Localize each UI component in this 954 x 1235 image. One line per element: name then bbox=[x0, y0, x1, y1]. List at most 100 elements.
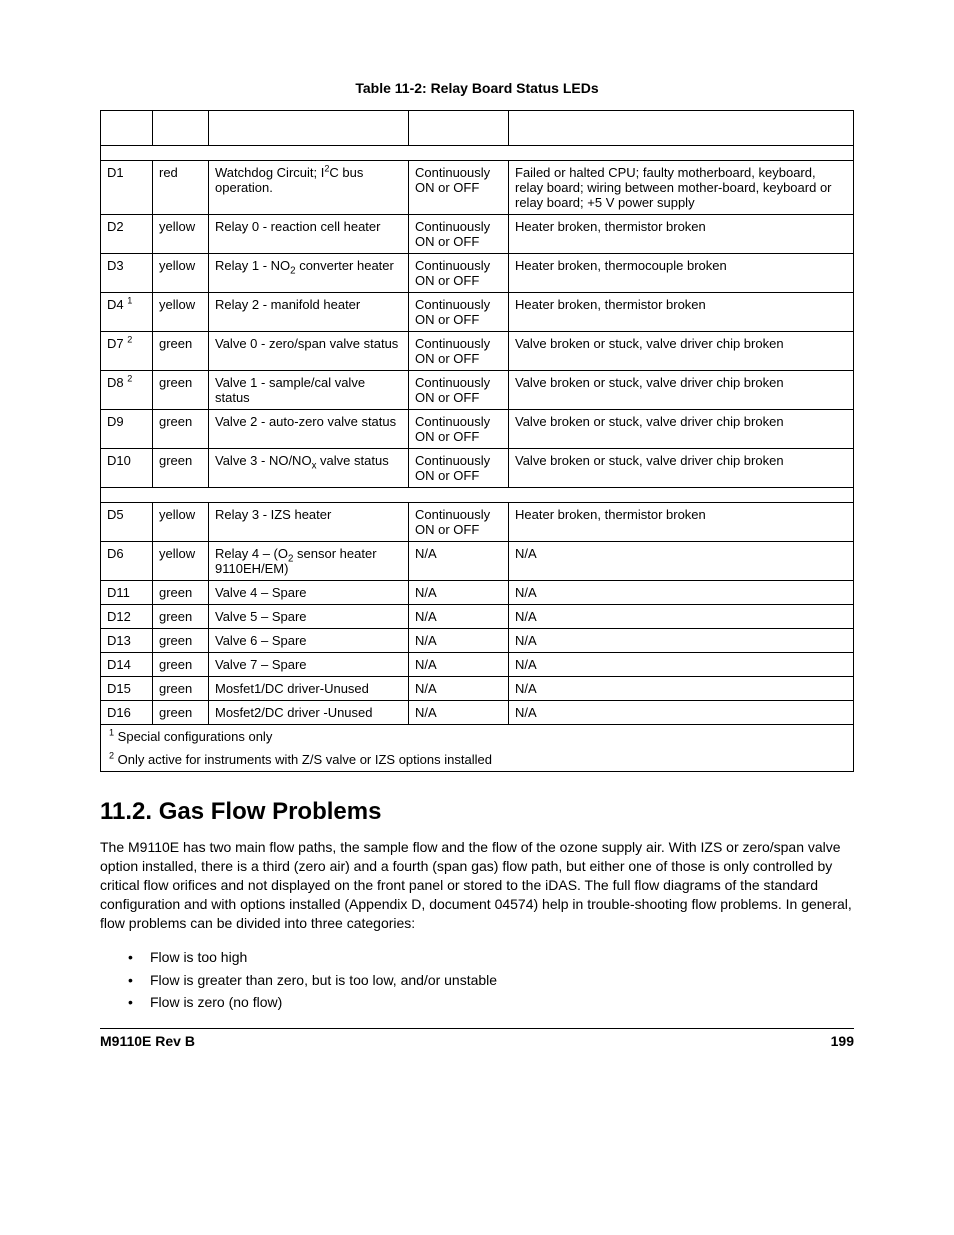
led-function: Relay 2 - manifold heater bbox=[209, 293, 409, 332]
table-spacer-row bbox=[101, 146, 854, 161]
led-function: Valve 5 – Spare bbox=[209, 605, 409, 629]
led-cause: Valve broken or stuck, valve driver chip… bbox=[509, 410, 854, 449]
led-fault: Continuously ON or OFF bbox=[409, 503, 509, 542]
led-cause: N/A bbox=[509, 653, 854, 677]
led-function: Mosfet2/DC driver -Unused bbox=[209, 701, 409, 725]
led-function: Valve 7 – Spare bbox=[209, 653, 409, 677]
led-color: green bbox=[153, 653, 209, 677]
led-status-table: D1redWatchdog Circuit; I2C bus operation… bbox=[100, 110, 854, 772]
bullet-item: Flow is too high bbox=[124, 946, 854, 968]
table-footnote-row: 2 Only active for instruments with Z/S v… bbox=[101, 748, 854, 772]
led-id: D6 bbox=[101, 542, 153, 581]
table-row: D3yellowRelay 1 - NO2 converter heaterCo… bbox=[101, 254, 854, 293]
led-fault: N/A bbox=[409, 701, 509, 725]
led-color: green bbox=[153, 410, 209, 449]
section-body: The M9110E has two main flow paths, the … bbox=[100, 838, 854, 932]
table-header-row bbox=[101, 111, 854, 146]
led-cause: Valve broken or stuck, valve driver chip… bbox=[509, 332, 854, 371]
led-function: Relay 0 - reaction cell heater bbox=[209, 215, 409, 254]
led-color: red bbox=[153, 161, 209, 215]
led-id: D4 1 bbox=[101, 293, 153, 332]
led-function: Relay 1 - NO2 converter heater bbox=[209, 254, 409, 293]
table-row: D9greenValve 2 - auto-zero valve statusC… bbox=[101, 410, 854, 449]
table-row: D10greenValve 3 - NO/NOx valve statusCon… bbox=[101, 449, 854, 488]
led-id: D1 bbox=[101, 161, 153, 215]
led-color: yellow bbox=[153, 503, 209, 542]
led-color: yellow bbox=[153, 542, 209, 581]
led-fault: Continuously ON or OFF bbox=[409, 293, 509, 332]
footer-left: M9110E Rev B bbox=[100, 1033, 195, 1049]
table-row: D7 2greenValve 0 - zero/span valve statu… bbox=[101, 332, 854, 371]
led-function: Relay 3 - IZS heater bbox=[209, 503, 409, 542]
led-function: Valve 2 - auto-zero valve status bbox=[209, 410, 409, 449]
led-function: Valve 6 – Spare bbox=[209, 629, 409, 653]
led-function: Valve 3 - NO/NOx valve status bbox=[209, 449, 409, 488]
led-cause: N/A bbox=[509, 581, 854, 605]
footnote: 2 Only active for instruments with Z/S v… bbox=[101, 748, 854, 772]
led-function: Valve 4 – Spare bbox=[209, 581, 409, 605]
bullet-item: Flow is greater than zero, but is too lo… bbox=[124, 969, 854, 991]
footer-right: 199 bbox=[831, 1033, 854, 1049]
led-color: yellow bbox=[153, 254, 209, 293]
led-id: D15 bbox=[101, 677, 153, 701]
led-color: green bbox=[153, 581, 209, 605]
led-cause: Heater broken, thermocouple broken bbox=[509, 254, 854, 293]
led-color: green bbox=[153, 371, 209, 410]
bullet-item: Flow is zero (no flow) bbox=[124, 991, 854, 1013]
led-id: D8 2 bbox=[101, 371, 153, 410]
led-fault: Continuously ON or OFF bbox=[409, 254, 509, 293]
table-spacer-row bbox=[101, 488, 854, 503]
led-cause: N/A bbox=[509, 677, 854, 701]
table-row: D14greenValve 7 – SpareN/AN/A bbox=[101, 653, 854, 677]
led-cause: Valve broken or stuck, valve driver chip… bbox=[509, 449, 854, 488]
led-cause: N/A bbox=[509, 542, 854, 581]
page-footer: M9110E Rev B 199 bbox=[100, 1028, 854, 1049]
table-row: D6yellowRelay 4 – (O2 sensor heater 9110… bbox=[101, 542, 854, 581]
led-id: D3 bbox=[101, 254, 153, 293]
table-row: D1redWatchdog Circuit; I2C bus operation… bbox=[101, 161, 854, 215]
led-fault: Continuously ON or OFF bbox=[409, 410, 509, 449]
led-id: D2 bbox=[101, 215, 153, 254]
led-id: D7 2 bbox=[101, 332, 153, 371]
led-color: green bbox=[153, 332, 209, 371]
led-color: green bbox=[153, 701, 209, 725]
led-cause: Failed or halted CPU; faulty motherboard… bbox=[509, 161, 854, 215]
led-id: D12 bbox=[101, 605, 153, 629]
section-heading: 11.2. Gas Flow Problems bbox=[100, 798, 854, 826]
led-color: yellow bbox=[153, 293, 209, 332]
led-color: yellow bbox=[153, 215, 209, 254]
led-color: green bbox=[153, 605, 209, 629]
table-row: D2yellowRelay 0 - reaction cell heaterCo… bbox=[101, 215, 854, 254]
led-fault: N/A bbox=[409, 581, 509, 605]
table-footnote-row: 1 Special configurations only bbox=[101, 725, 854, 749]
led-fault: Continuously ON or OFF bbox=[409, 449, 509, 488]
led-cause: Valve broken or stuck, valve driver chip… bbox=[509, 371, 854, 410]
led-fault: N/A bbox=[409, 653, 509, 677]
led-id: D5 bbox=[101, 503, 153, 542]
table-caption: Table 11-2: Relay Board Status LEDs bbox=[100, 80, 854, 96]
led-id: D13 bbox=[101, 629, 153, 653]
led-fault: Continuously ON or OFF bbox=[409, 215, 509, 254]
led-id: D11 bbox=[101, 581, 153, 605]
led-id: D16 bbox=[101, 701, 153, 725]
table-row: D13greenValve 6 – SpareN/AN/A bbox=[101, 629, 854, 653]
led-fault: Continuously ON or OFF bbox=[409, 332, 509, 371]
led-fault: N/A bbox=[409, 629, 509, 653]
led-cause: N/A bbox=[509, 629, 854, 653]
led-function: Valve 1 - sample/cal valve status bbox=[209, 371, 409, 410]
led-id: D10 bbox=[101, 449, 153, 488]
led-cause: Heater broken, thermistor broken bbox=[509, 293, 854, 332]
table-row: D4 1yellowRelay 2 - manifold heaterConti… bbox=[101, 293, 854, 332]
table-row: D15greenMosfet1/DC driver-UnusedN/AN/A bbox=[101, 677, 854, 701]
led-fault: Continuously ON or OFF bbox=[409, 371, 509, 410]
led-fault: Continuously ON or OFF bbox=[409, 161, 509, 215]
table-row: D11greenValve 4 – SpareN/AN/A bbox=[101, 581, 854, 605]
bullet-list: Flow is too highFlow is greater than zer… bbox=[124, 946, 854, 1013]
led-cause: Heater broken, thermistor broken bbox=[509, 215, 854, 254]
table-row: D16greenMosfet2/DC driver -UnusedN/AN/A bbox=[101, 701, 854, 725]
table-row: D8 2greenValve 1 - sample/cal valve stat… bbox=[101, 371, 854, 410]
led-id: D14 bbox=[101, 653, 153, 677]
footnote: 1 Special configurations only bbox=[101, 725, 854, 749]
led-color: green bbox=[153, 629, 209, 653]
table-row: D12greenValve 5 – SpareN/AN/A bbox=[101, 605, 854, 629]
